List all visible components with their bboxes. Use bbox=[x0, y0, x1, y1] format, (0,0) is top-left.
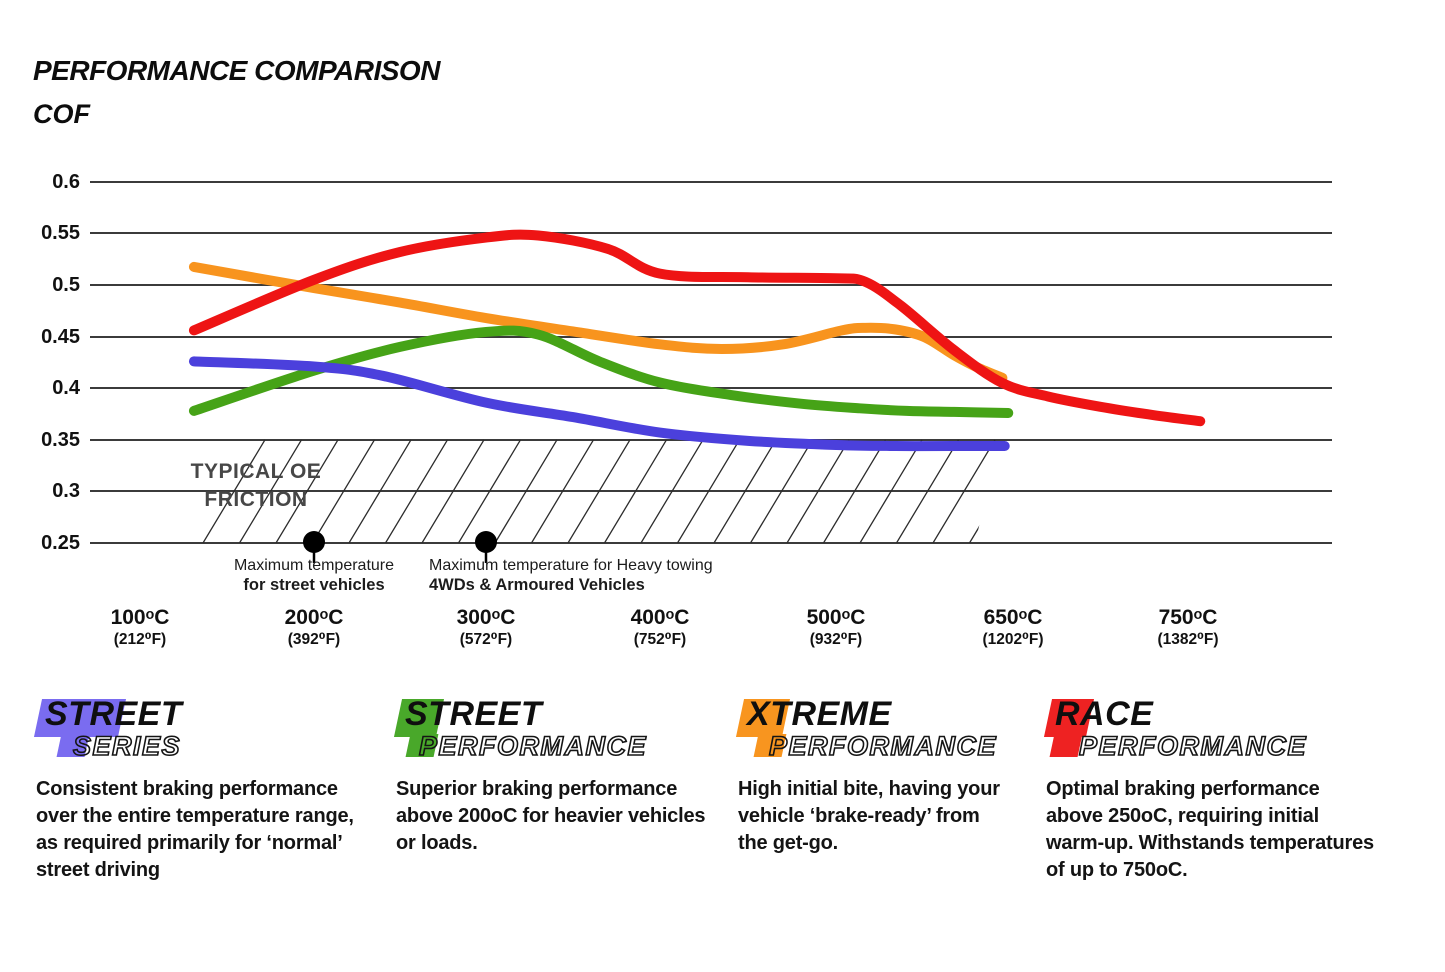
y-tick-label: 0.55 bbox=[41, 222, 80, 245]
x-tick-400c: 400ᵒC (752⁰F) bbox=[580, 606, 740, 650]
series-line-street-performance bbox=[188, 325, 1014, 418]
x-tick-celsius: 100ᵒC bbox=[110, 606, 170, 629]
x-tick-fahrenheit: (1382⁰F) bbox=[1157, 631, 1219, 648]
x-tick-fahrenheit: (752⁰F) bbox=[633, 631, 687, 648]
y-tick-label: 0.3 bbox=[52, 480, 80, 503]
annotation-dot-200c bbox=[303, 531, 325, 553]
logo-word-top: STREET bbox=[45, 695, 183, 733]
street-series-logo: STREET SERIES bbox=[33, 695, 366, 764]
gridline-0.6 bbox=[90, 180, 1332, 183]
gridline-0.5 bbox=[90, 284, 1332, 286]
race-performance-logo: RACE PERFORMANCE bbox=[1043, 695, 1376, 764]
series-line-race-performance bbox=[188, 229, 1206, 427]
gridline-0.25 bbox=[90, 542, 1332, 544]
page-title: PERFORMANCE COMPARISON bbox=[33, 54, 440, 86]
y-tick-label: 0.6 bbox=[52, 170, 80, 193]
oe-friction-label: TYPICAL OE FRICTION bbox=[150, 458, 362, 514]
x-tick-fahrenheit: (1202⁰F) bbox=[982, 631, 1044, 648]
x-tick-fahrenheit: (392⁰F) bbox=[287, 631, 341, 648]
logo-word-bottom: PERFORMANCE bbox=[418, 730, 648, 762]
x-tick-100c: 100ᵒC (212⁰F) bbox=[60, 606, 220, 650]
x-tick-200c: 200ᵒC (392⁰F) bbox=[234, 606, 394, 650]
oe-friction-label-line1: TYPICAL OE bbox=[190, 460, 322, 483]
x-tick-fahrenheit: (932⁰F) bbox=[809, 631, 863, 648]
gridline-0.45 bbox=[90, 335, 1332, 338]
logo-word-bottom: PERFORMANCE bbox=[1078, 730, 1308, 762]
y-tick-label: 0.25 bbox=[41, 532, 80, 554]
annotation-towing-max-temp: Maximum temperature for Heavy towing 4WD… bbox=[429, 557, 713, 594]
legend-street-performance: STREET PERFORMANCE Superior braking perf… bbox=[393, 695, 718, 854]
legend-description: Superior braking performance above 200oC… bbox=[396, 778, 706, 854]
legend-description: Consistent braking performance over the … bbox=[36, 778, 354, 881]
xtreme-performance-logo: XTREME PERFORMANCE bbox=[735, 695, 1020, 764]
logo-color-block-small bbox=[1049, 734, 1083, 757]
series-line-xtreme-performance bbox=[188, 261, 1008, 383]
y-tick-label: 0.35 bbox=[41, 428, 80, 451]
x-tick-celsius: 200ᵒC bbox=[284, 606, 344, 629]
x-tick-celsius: 500ᵒC bbox=[806, 606, 866, 629]
y-axis-title: COF bbox=[33, 99, 90, 129]
annotation-dot-300c bbox=[475, 531, 497, 553]
x-tick-750c: 750ᵒC (1382⁰F) bbox=[1108, 606, 1268, 650]
annotation-line-bold: for street vehicles bbox=[243, 575, 385, 594]
x-tick-650c: 650ᵒC (1202⁰F) bbox=[933, 606, 1093, 650]
x-tick-celsius: 300ᵒC bbox=[456, 606, 516, 629]
legend-street-series: STREET SERIES Consistent braking perform… bbox=[33, 695, 366, 881]
cof-temperature-chart: 0.6 0.55 0.5 0.45 0.4 0.35 0.3 0.25 TYPICAL OE … bbox=[41, 170, 1332, 650]
legend-description: High initial bite, having your vehicle ‘… bbox=[738, 778, 1000, 854]
legend-xtreme-performance: XTREME PERFORMANCE High initial bite, ha… bbox=[735, 695, 1020, 854]
logo-word-bottom: SERIES bbox=[72, 730, 182, 762]
gridline-0.3 bbox=[90, 490, 1332, 493]
logo-word-top: STREET bbox=[405, 695, 543, 733]
x-tick-fahrenheit: (212⁰F) bbox=[113, 631, 167, 648]
logo-word-top: RACE bbox=[1055, 695, 1154, 733]
y-tick-label: 0.4 bbox=[52, 377, 80, 400]
street-performance-logo: STREET PERFORMANCE bbox=[393, 695, 718, 764]
series-line-street-series bbox=[188, 356, 1010, 452]
annotation-line-bold: 4WDs & Armoured Vehicles bbox=[429, 575, 645, 594]
annotation-line: Maximum temperature bbox=[233, 557, 395, 574]
annotation-street-max-temp: Maximum temperature for street vehicles bbox=[234, 557, 394, 594]
x-tick-celsius: 400ᵒC bbox=[630, 606, 690, 629]
plot-canvas bbox=[188, 229, 1206, 563]
logo-word-top: XTREME bbox=[747, 695, 892, 733]
x-tick-500c: 500ᵒC (932⁰F) bbox=[756, 606, 916, 650]
y-tick-label: 0.5 bbox=[52, 274, 80, 296]
y-tick-label: 0.45 bbox=[41, 325, 80, 348]
oe-friction-label-line2: FRICTION bbox=[204, 488, 308, 511]
x-tick-celsius: 650ᵒC bbox=[983, 606, 1043, 629]
gridline-0.55 bbox=[90, 232, 1332, 235]
oe-friction-hatch bbox=[196, 439, 1000, 543]
x-tick-fahrenheit: (572⁰F) bbox=[459, 631, 513, 648]
legend-race-performance: RACE PERFORMANCE Optimal braking perform… bbox=[1043, 695, 1376, 881]
logo-word-bottom: PERFORMANCE bbox=[768, 730, 998, 762]
annotation-line: Maximum temperature for Heavy towing bbox=[429, 557, 713, 574]
x-tick-celsius: 750ᵒC bbox=[1158, 606, 1218, 629]
x-tick-300c: 300ᵒC (572⁰F) bbox=[406, 606, 566, 650]
legend-description: Optimal braking performance above 250oC,… bbox=[1046, 778, 1374, 881]
